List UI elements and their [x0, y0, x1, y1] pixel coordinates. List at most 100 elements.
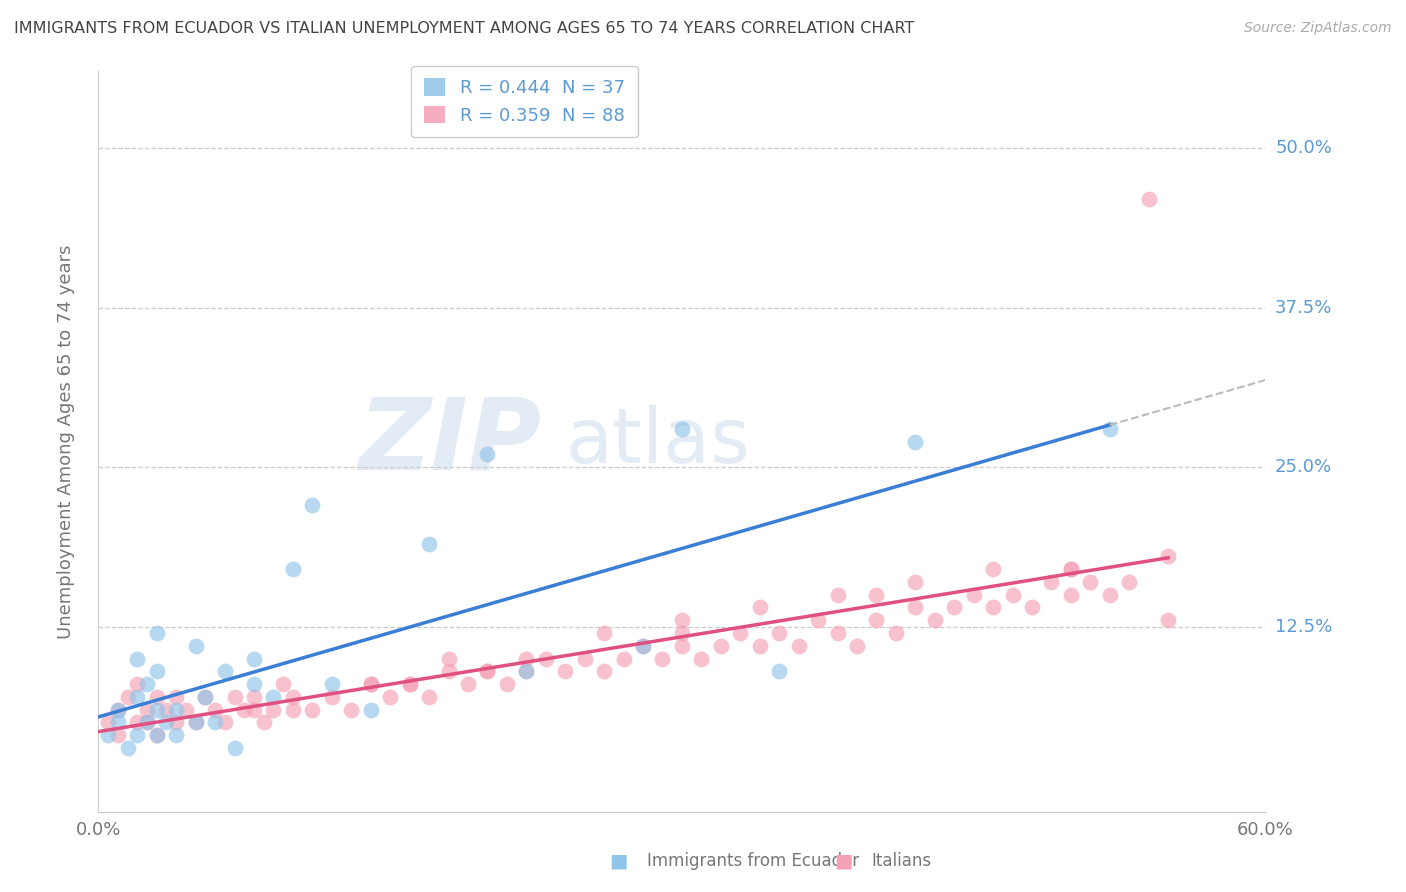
Point	[136, 677, 159, 691]
Point	[631, 639, 654, 653]
Point	[97, 715, 120, 730]
Point	[1060, 562, 1083, 576]
Point	[1137, 192, 1160, 206]
Point	[281, 562, 304, 576]
Point	[233, 703, 256, 717]
Point	[174, 703, 197, 717]
Point	[204, 715, 226, 730]
Text: ■: ■	[609, 851, 628, 871]
Point	[943, 600, 966, 615]
Point	[477, 665, 499, 679]
Point	[924, 613, 946, 627]
Point	[846, 639, 869, 653]
Point	[146, 626, 169, 640]
Point	[107, 703, 129, 717]
Point	[398, 677, 420, 691]
Point	[165, 715, 187, 730]
Point	[262, 703, 284, 717]
Point	[117, 740, 139, 755]
Point	[155, 703, 177, 717]
Point	[1060, 588, 1083, 602]
Point	[651, 651, 673, 665]
Point	[146, 728, 169, 742]
Point	[593, 665, 616, 679]
Point	[554, 665, 576, 679]
Point	[321, 677, 343, 691]
Text: IMMIGRANTS FROM ECUADOR VS ITALIAN UNEMPLOYMENT AMONG AGES 65 TO 74 YEARS CORREL: IMMIGRANTS FROM ECUADOR VS ITALIAN UNEMP…	[14, 21, 914, 36]
Point	[380, 690, 402, 704]
Point	[418, 690, 440, 704]
Point	[690, 651, 713, 665]
Point	[418, 536, 440, 550]
Point	[671, 639, 693, 653]
Point	[243, 703, 266, 717]
Point	[904, 434, 927, 449]
Point	[243, 690, 266, 704]
Point	[534, 651, 557, 665]
Point	[962, 588, 984, 602]
Point	[146, 690, 169, 704]
Point	[146, 728, 169, 742]
Point	[631, 639, 654, 653]
Point	[748, 639, 770, 653]
Point	[360, 677, 382, 691]
Point	[671, 613, 693, 627]
Text: 25.0%: 25.0%	[1275, 458, 1333, 476]
Text: ZIP: ZIP	[359, 393, 541, 490]
Point	[671, 626, 693, 640]
Point	[1098, 588, 1121, 602]
Point	[184, 715, 207, 730]
Point	[457, 677, 479, 691]
Point	[865, 613, 887, 627]
Point	[281, 690, 304, 704]
Point	[271, 677, 294, 691]
Point	[710, 639, 733, 653]
Text: Immigrants from Ecuador: Immigrants from Ecuador	[647, 852, 859, 870]
Point	[1157, 613, 1180, 627]
Point	[243, 651, 266, 665]
Point	[146, 703, 169, 717]
Point	[807, 613, 830, 627]
Point	[981, 600, 1004, 615]
Point	[321, 690, 343, 704]
Point	[127, 677, 149, 691]
Text: ■: ■	[834, 851, 853, 871]
Point	[301, 703, 323, 717]
Point	[360, 677, 382, 691]
Point	[214, 665, 236, 679]
Point	[136, 715, 159, 730]
Point	[574, 651, 596, 665]
Point	[515, 665, 537, 679]
Point	[1098, 422, 1121, 436]
Point	[146, 665, 169, 679]
Point	[301, 499, 323, 513]
Point	[127, 728, 149, 742]
Point	[360, 703, 382, 717]
Point	[437, 651, 460, 665]
Point	[97, 728, 120, 742]
Point	[515, 651, 537, 665]
Point	[107, 715, 129, 730]
Point	[865, 588, 887, 602]
Point	[1118, 574, 1140, 589]
Point	[136, 703, 159, 717]
Point	[1001, 588, 1024, 602]
Point	[1021, 600, 1043, 615]
Point	[184, 639, 207, 653]
Point	[730, 626, 752, 640]
Point	[496, 677, 519, 691]
Point	[613, 651, 636, 665]
Point	[155, 715, 177, 730]
Point	[904, 600, 927, 615]
Point	[117, 690, 139, 704]
Point	[204, 703, 226, 717]
Point	[1060, 562, 1083, 576]
Point	[768, 626, 790, 640]
Point	[127, 715, 149, 730]
Point	[194, 690, 217, 704]
Text: 37.5%: 37.5%	[1275, 299, 1333, 317]
Point	[194, 690, 217, 704]
Point	[107, 728, 129, 742]
Point	[593, 626, 616, 640]
Point	[224, 690, 246, 704]
